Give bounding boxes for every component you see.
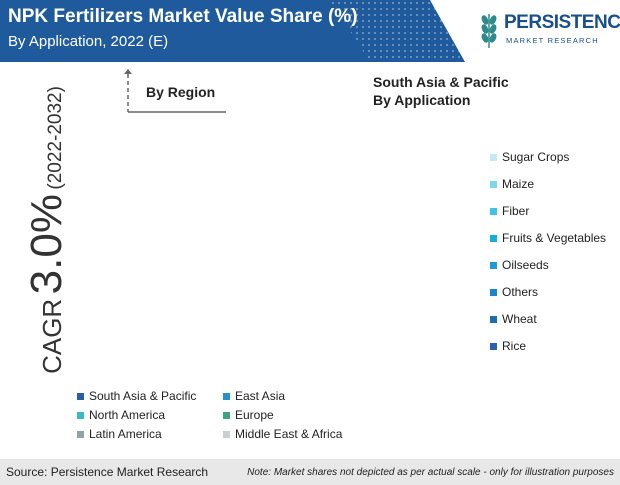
app-legend-item-rice: Rice bbox=[490, 339, 526, 353]
legend-swatch bbox=[77, 411, 84, 419]
company-logo: PERSISTENCE MARKET RESEARCH bbox=[476, 8, 620, 54]
by-region-bracket bbox=[124, 69, 226, 113]
app-legend-item-others: Others bbox=[490, 285, 538, 299]
south-asia-label-line2: By Application bbox=[373, 92, 471, 108]
app-legend-item-maize: Maize bbox=[490, 177, 534, 191]
legend-item-latin-america: Latin America bbox=[77, 427, 162, 441]
legend-swatch bbox=[223, 430, 230, 438]
legend-label: North America bbox=[89, 408, 166, 422]
app-legend-item-wheat: Wheat bbox=[490, 312, 537, 326]
chart-subtitle: By Application, 2022 (E) bbox=[8, 33, 169, 50]
legend-label: Middle East & Africa bbox=[235, 427, 343, 441]
legend-label: South Asia & Pacific bbox=[89, 389, 197, 403]
logo-name: PERSISTENCE bbox=[504, 12, 620, 33]
legend-item-north-america: North America bbox=[77, 408, 165, 422]
header-background bbox=[0, 0, 465, 62]
legend-label: East Asia bbox=[235, 389, 286, 403]
header-banner: NPK Fertilizers Market Value Share (%) B… bbox=[0, 0, 465, 62]
app-legend-item-fruits-and-vegetables: Fruits & Vegetables bbox=[490, 231, 606, 245]
footer-source: Source: Persistence Market Research bbox=[6, 465, 209, 479]
chart-title: NPK Fertilizers Market Value Share (%) bbox=[8, 6, 358, 27]
legend-swatch bbox=[490, 207, 497, 215]
application-legend: Sugar Crops Maize Fiber Fruits & Vegetables… bbox=[490, 150, 620, 360]
legend-swatch bbox=[77, 430, 84, 438]
app-legend-item-oilseeds: Oilseeds bbox=[490, 258, 549, 272]
legend-swatch bbox=[223, 411, 230, 419]
legend-label: Fiber bbox=[502, 204, 530, 218]
legend-item-east-asia: East Asia bbox=[223, 389, 285, 403]
wheat-icon bbox=[481, 14, 497, 48]
by-region-label: By Region bbox=[146, 84, 216, 100]
legend-swatch bbox=[490, 342, 497, 350]
legend-label: Latin America bbox=[89, 427, 162, 441]
legend-swatch bbox=[490, 288, 497, 296]
footer-bar: Source: Persistence Market Research Note… bbox=[0, 459, 620, 485]
legend-swatch bbox=[490, 315, 497, 323]
logo-subtitle: MARKET RESEARCH bbox=[506, 36, 599, 45]
legend-label: Europe bbox=[235, 408, 274, 422]
legend-swatch bbox=[490, 261, 497, 269]
app-legend-item-fiber: Fiber bbox=[490, 204, 529, 218]
legend-item-middle-east-and-africa: Middle East & Africa bbox=[223, 427, 342, 441]
legend-swatch bbox=[490, 234, 497, 242]
legend-label: Wheat bbox=[502, 312, 537, 326]
legend-swatch bbox=[490, 180, 497, 188]
legend-swatch bbox=[490, 153, 497, 161]
legend-label: Rice bbox=[502, 339, 527, 353]
legend-label: Sugar Crops bbox=[502, 150, 570, 164]
chart-canvas bbox=[124, 69, 226, 113]
legend-label: Others bbox=[502, 285, 539, 299]
legend-label: Fruits & Vegetables bbox=[502, 231, 607, 245]
legend-label: Oilseeds bbox=[502, 258, 549, 272]
south-asia-label-line1: South Asia & Pacific bbox=[373, 74, 509, 90]
legend-swatch bbox=[223, 392, 230, 400]
footer-note: Note: Market shares not depicted as per … bbox=[247, 466, 614, 478]
legend-swatch bbox=[77, 392, 84, 400]
legend-item-south-asia-and-pacific: South Asia & Pacific bbox=[77, 389, 196, 403]
legend-label: Maize bbox=[502, 177, 535, 191]
legend-item-europe: Europe bbox=[223, 408, 274, 422]
app-legend-item-sugar-crops: Sugar Crops bbox=[490, 150, 569, 164]
